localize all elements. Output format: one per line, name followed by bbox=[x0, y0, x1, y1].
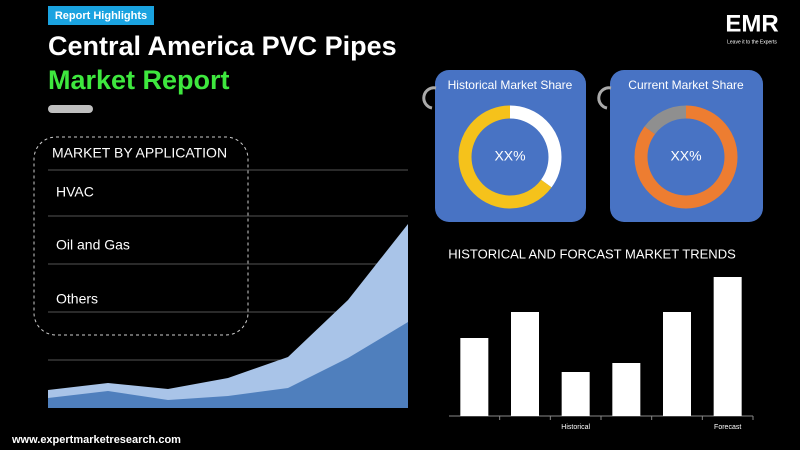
bar-chart-title: HISTORICAL AND FORCAST MARKET TRENDS bbox=[448, 246, 736, 261]
bar bbox=[713, 277, 742, 416]
badge: Report Highlights bbox=[55, 10, 147, 22]
cycle-icon bbox=[422, 86, 437, 110]
x-tick-label: Historical bbox=[561, 424, 590, 431]
bar bbox=[511, 312, 539, 416]
area bbox=[48, 322, 408, 408]
bar bbox=[612, 363, 641, 416]
subtitle: Market Report bbox=[48, 65, 230, 95]
area-chart bbox=[48, 224, 408, 408]
title: Central America PVC Pipes bbox=[48, 31, 397, 61]
donut-title: Historical Market Share bbox=[448, 78, 573, 92]
logo-tagline: Leave it to the Experts bbox=[727, 39, 777, 45]
area bbox=[48, 224, 408, 408]
cycle-icon bbox=[597, 86, 612, 110]
logo: EMR bbox=[725, 10, 778, 37]
bar bbox=[663, 312, 691, 416]
application-item: Oil and Gas bbox=[56, 237, 130, 253]
application-title: MARKET BY APPLICATION bbox=[52, 145, 227, 161]
application-item: Others bbox=[56, 291, 98, 307]
badge-bg bbox=[48, 6, 154, 25]
x-tick-label: Forecast bbox=[714, 424, 741, 431]
donut-segment bbox=[458, 105, 562, 209]
application-item: HVAC bbox=[56, 184, 94, 200]
donut-label: XX% bbox=[670, 148, 701, 164]
donut-segment bbox=[634, 105, 738, 209]
footer-url: www.expertmarketresearch.com bbox=[11, 434, 181, 446]
bar-chart: Historical Forecast bbox=[449, 277, 754, 431]
application-box bbox=[33, 136, 249, 336]
donut-label: XX% bbox=[494, 148, 525, 164]
donut-title: Current Market Share bbox=[628, 78, 744, 92]
bar bbox=[561, 372, 590, 416]
divider bbox=[48, 105, 93, 113]
bar bbox=[460, 338, 489, 416]
donuts: Historical Market Share XX% Current Market… bbox=[448, 78, 744, 209]
